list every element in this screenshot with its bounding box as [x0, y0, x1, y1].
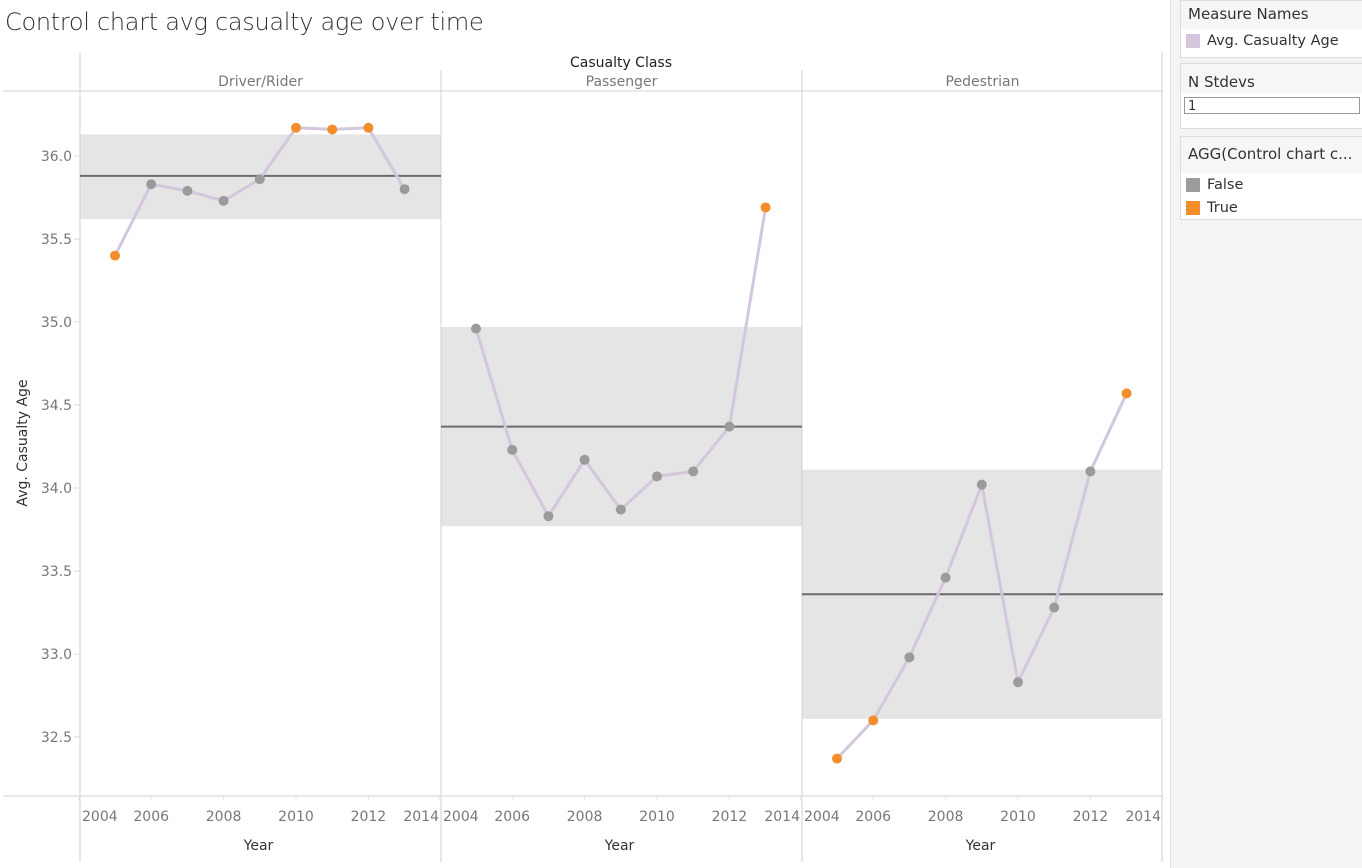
control-chart: Casualty Class 32.5 33.0 33.5 34.0 34.5 35.0 35… [3, 52, 1164, 862]
y-tick-label: 33.0 [41, 647, 72, 663]
data-point [1121, 388, 1132, 399]
data-point [543, 511, 554, 522]
legend-label: True [1207, 199, 1238, 216]
data-point [254, 174, 265, 185]
x-tick-label: 2014 [403, 809, 439, 825]
data-point [146, 179, 157, 190]
panel-pedestrian [802, 388, 1163, 764]
x-tick-label: 2006 [855, 809, 891, 825]
legend-sidebar: Measure Names Avg. Casualty Age N Stdevs… [1170, 0, 1362, 868]
data-point [652, 471, 662, 482]
x-axis-label: Year [604, 838, 635, 854]
panel-header: Driver/Rider [218, 74, 303, 90]
y-tick-label: 34.0 [41, 481, 72, 497]
legend-item-avg-casualty-age[interactable]: Avg. Casualty Age [1181, 29, 1362, 52]
y-tick-label: 33.5 [41, 564, 72, 580]
x-tick-label: 2008 [928, 809, 964, 825]
chart-panels [80, 122, 1163, 764]
y-tick-label: 34.5 [41, 398, 72, 414]
data-point [363, 122, 374, 133]
data-point [1049, 602, 1060, 613]
data-point [868, 715, 879, 726]
legend-swatch [1186, 200, 1200, 215]
x-tick-label: 2008 [567, 809, 603, 825]
y-tick-label: 36.0 [41, 149, 72, 165]
x-tick-label: 2010 [639, 809, 675, 825]
n-stdevs-parameter: N Stdevs 1 [1180, 63, 1362, 129]
data-point [940, 572, 951, 583]
panel-passenger [441, 202, 802, 527]
y-axis-label: Avg. Casualty Age [15, 379, 31, 506]
legend-item-true[interactable]: True [1181, 196, 1362, 219]
x-axis-label: Year [965, 838, 996, 854]
x-tick-label: 2012 [351, 809, 387, 825]
panel-header: Pedestrian [946, 74, 1020, 90]
measure-names-title: Measure Names [1181, 1, 1362, 29]
data-point [182, 185, 193, 196]
data-point [904, 652, 915, 663]
x-tick-label: 2006 [133, 809, 169, 825]
data-point [832, 753, 842, 764]
data-point [1085, 466, 1096, 477]
measure-names-legend: Measure Names Avg. Casualty Age [1180, 0, 1362, 58]
data-point [471, 323, 481, 334]
chart-title: Control chart avg casualty age over time [5, 8, 484, 36]
data-point [688, 466, 699, 477]
x-tick-label: 2010 [1000, 809, 1036, 825]
data-point [110, 250, 120, 261]
x-tick-label: 2010 [278, 809, 314, 825]
legend-label: False [1207, 176, 1244, 193]
data-point [291, 122, 301, 133]
y-tick-label: 35.5 [41, 232, 72, 248]
x-axis-label: Year [243, 838, 274, 854]
x-tick-label: 2004 [82, 809, 118, 825]
x-tick-label: 2012 [712, 809, 748, 825]
data-point [327, 124, 338, 135]
panel-driver-rider [80, 122, 441, 261]
data-point [724, 421, 735, 432]
panel-header: Passenger [586, 74, 658, 90]
column-header: Casualty Class [570, 55, 672, 71]
data-point [1013, 677, 1023, 688]
control-chart-color-legend: AGG(Control chart c... False True [1180, 136, 1362, 220]
data-point [579, 454, 590, 465]
agg-legend-title: AGG(Control chart c... [1181, 137, 1362, 173]
x-tick-label: 2012 [1073, 809, 1109, 825]
data-point [218, 195, 229, 206]
x-tick-label: 2004 [804, 809, 840, 825]
x-tick-label: 2004 [443, 809, 479, 825]
data-point [399, 184, 410, 195]
y-tick-label: 35.0 [41, 315, 72, 331]
legend-item-false[interactable]: False [1181, 173, 1362, 196]
x-tick-label: 2008 [206, 809, 242, 825]
x-tick-label: 2006 [494, 809, 530, 825]
legend-label: Avg. Casualty Age [1207, 32, 1339, 49]
y-tick-label: 32.5 [41, 730, 72, 746]
chart-frame [3, 52, 1163, 862]
x-tick-label: 2014 [1125, 809, 1161, 825]
n-stdevs-input[interactable]: 1 [1184, 97, 1360, 114]
data-point [615, 504, 626, 515]
data-point [507, 444, 518, 455]
chart-axes: Casualty Class 32.5 33.0 33.5 34.0 34.5 35.0 35… [15, 55, 1164, 854]
legend-swatch [1186, 33, 1200, 48]
x-tick-label: 2014 [764, 809, 800, 825]
data-point [760, 202, 771, 213]
data-point [976, 479, 987, 490]
legend-swatch [1186, 177, 1200, 192]
n-stdevs-title: N Stdevs [1181, 64, 1362, 93]
